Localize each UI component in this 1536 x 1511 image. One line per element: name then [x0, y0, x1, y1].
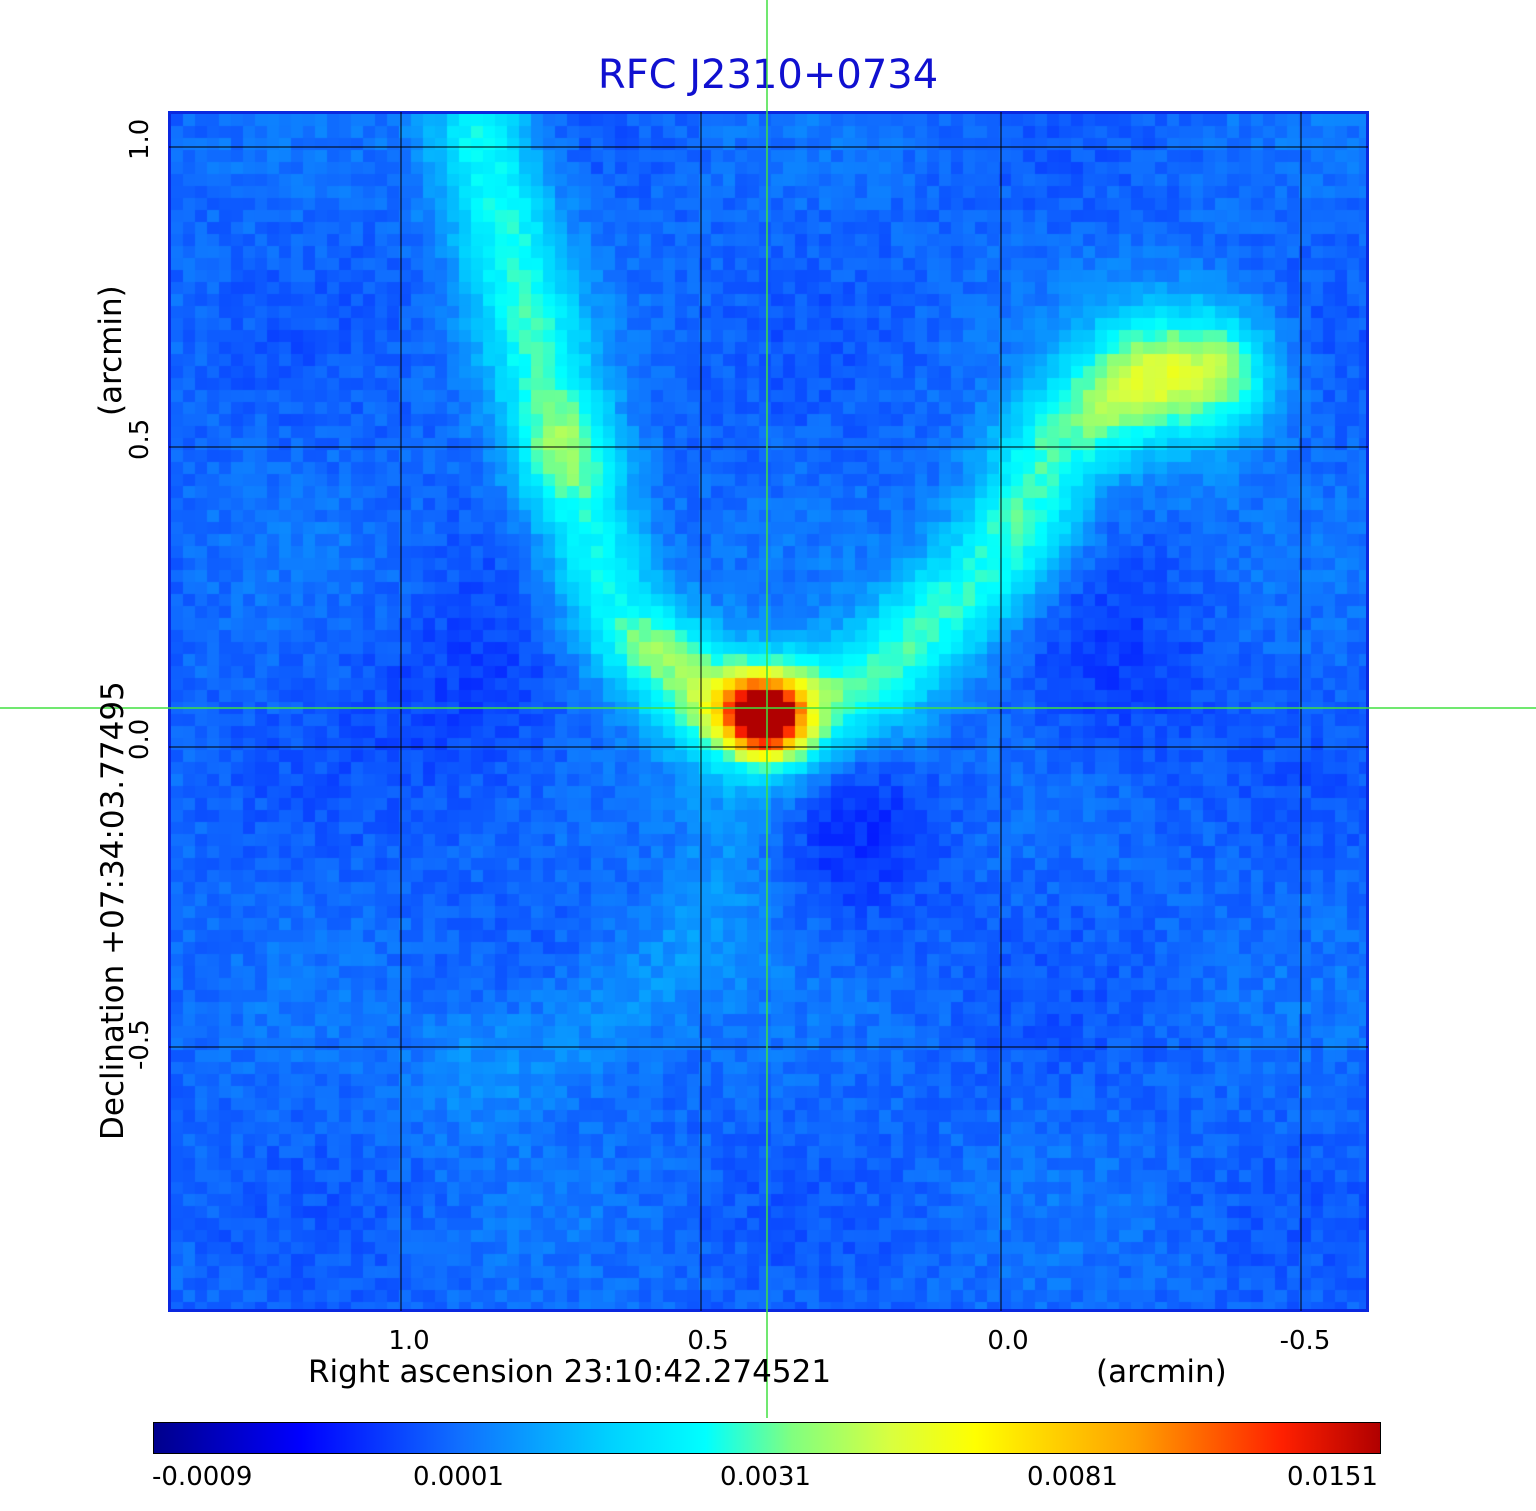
x-tick-label: -0.5 — [1279, 1326, 1331, 1356]
y-tick-label: 1.0 — [125, 118, 155, 160]
colorbar-tick-label: 0.0001 — [413, 1462, 504, 1492]
colorbar-tick-label: -0.0009 — [152, 1462, 253, 1492]
image-title: RFC J2310+0734 — [597, 52, 939, 98]
colorbar — [153, 1422, 1381, 1454]
y-axis-unit: (arcmin) — [93, 285, 129, 416]
y-tick-label: 0.5 — [125, 418, 155, 460]
x-axis-unit: (arcmin) — [1096, 1354, 1227, 1390]
x-tick-label: 0.0 — [987, 1326, 1029, 1356]
radio-intensity-map — [171, 114, 1366, 1309]
y-axis-label: Declination +07:34:03.77495 — [95, 681, 131, 1140]
x-tick-label: 0.5 — [687, 1326, 729, 1356]
radio-map-frame[interactable] — [168, 111, 1369, 1312]
colorbar-tick-label: 0.0081 — [1027, 1462, 1118, 1492]
colorbar-tick-label: 0.0151 — [1287, 1462, 1378, 1492]
x-tick-label: 1.0 — [388, 1326, 430, 1356]
colorbar-tick-label: 0.0031 — [720, 1462, 811, 1492]
x-axis-label: Right ascension 23:10:42.274521 — [308, 1354, 832, 1390]
